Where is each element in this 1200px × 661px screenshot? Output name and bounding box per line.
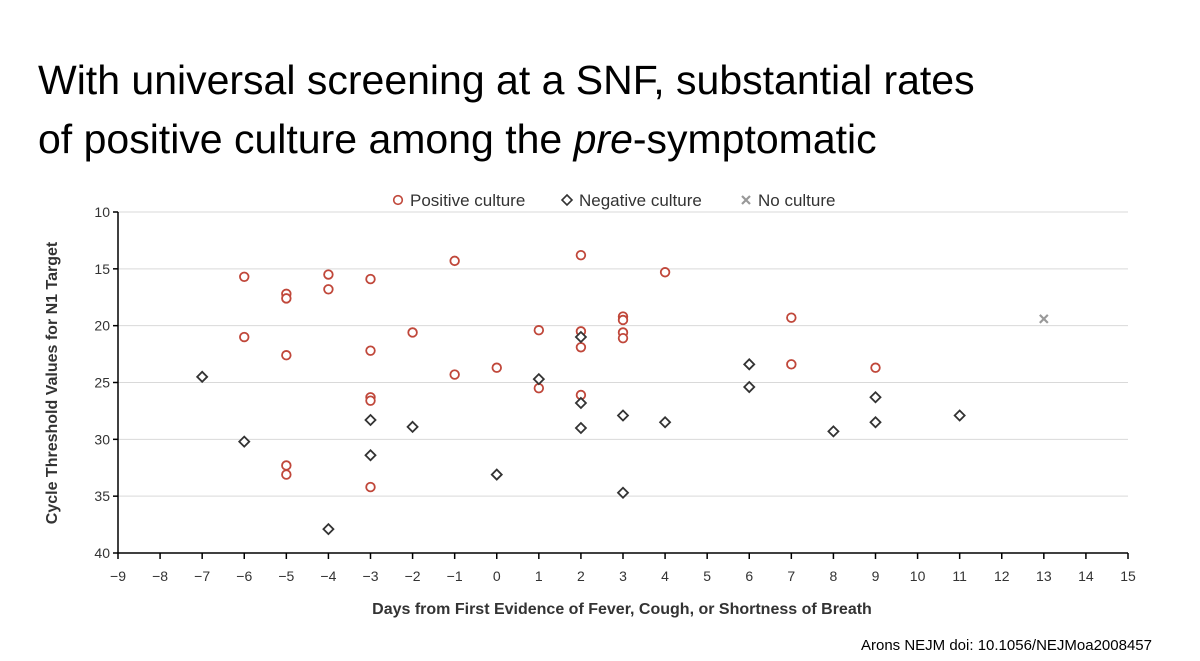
point <box>239 271 250 282</box>
point <box>870 362 881 373</box>
x-tick-label: 4 <box>661 568 669 584</box>
x-tick-label: −3 <box>363 568 379 584</box>
point <box>575 342 587 353</box>
x-tick-label: −4 <box>320 568 336 584</box>
y-tick-label: 15 <box>94 261 110 277</box>
title-part: -symptomatic <box>633 116 877 162</box>
point <box>490 468 504 481</box>
point <box>281 293 292 304</box>
point <box>407 327 418 338</box>
point <box>323 284 334 295</box>
x-tick-label: −6 <box>236 568 252 584</box>
point <box>323 269 334 280</box>
point <box>616 409 630 422</box>
point <box>617 314 629 326</box>
point <box>281 469 292 480</box>
point <box>742 358 756 371</box>
legend-label: Positive culture <box>410 191 525 210</box>
x-tick-label: 3 <box>619 568 627 584</box>
point <box>491 362 502 373</box>
x-tick-label: 5 <box>703 568 711 584</box>
point <box>195 370 209 384</box>
point <box>617 332 629 344</box>
point <box>575 249 587 261</box>
legend-marker <box>392 194 404 206</box>
point <box>364 448 377 462</box>
y-tick-label: 10 <box>94 204 110 220</box>
point <box>659 267 671 278</box>
point <box>365 273 376 285</box>
x-tick-label: 6 <box>745 568 753 584</box>
x-tick-label: 10 <box>910 568 926 584</box>
x-tick-label: 14 <box>1078 568 1094 584</box>
point <box>869 391 882 404</box>
point <box>322 522 335 536</box>
x-tick-label: 2 <box>577 568 585 584</box>
y-axis-title: Cycle Threshold Values for N1 Target <box>44 241 61 524</box>
point <box>365 345 376 356</box>
point <box>658 416 672 429</box>
x-tick-label: 15 <box>1120 568 1136 584</box>
y-tick-label: 40 <box>94 545 110 561</box>
x-tick-label: 1 <box>535 568 543 584</box>
slide-title-line2: of positive culture among the pre-sympto… <box>38 116 877 162</box>
point <box>449 369 460 380</box>
title-part: pre <box>572 116 633 162</box>
point <box>869 416 882 429</box>
point <box>574 330 588 344</box>
x-tick-label: 9 <box>872 568 880 584</box>
x-tick-label: −1 <box>447 568 463 584</box>
y-tick-label: 25 <box>94 375 110 391</box>
x-tick-label: −8 <box>152 568 168 584</box>
point <box>533 325 545 336</box>
point <box>786 312 797 323</box>
x-tick-label: −7 <box>194 568 210 584</box>
x-tick-label: −5 <box>278 568 294 584</box>
point <box>237 435 251 448</box>
y-tick-label: 20 <box>94 318 110 334</box>
point <box>574 396 588 410</box>
legend-label: Negative culture <box>579 191 702 210</box>
legend-marker <box>560 193 574 207</box>
point <box>365 481 376 493</box>
x-tick-label: 13 <box>1036 568 1052 584</box>
y-tick-label: 35 <box>94 488 110 504</box>
point <box>742 380 756 394</box>
point <box>616 486 630 500</box>
legend-label: No culture <box>758 191 835 210</box>
point <box>364 413 377 427</box>
point <box>786 359 797 370</box>
point <box>365 395 376 406</box>
x-tick-label: −2 <box>405 568 421 584</box>
x-tick-label: 0 <box>493 568 501 584</box>
y-tick-label: 30 <box>94 431 110 447</box>
point <box>574 421 588 435</box>
point <box>953 409 966 422</box>
point <box>827 425 840 438</box>
slide-title-line1: With universal screening at a SNF, subst… <box>38 57 975 103</box>
point <box>449 255 460 267</box>
x-tick-label: 12 <box>994 568 1010 584</box>
source: Arons NEJM doi: 10.1056/NEJMoa2008457 <box>861 637 1152 654</box>
legend-marker <box>741 195 751 205</box>
x-tick-label: 11 <box>952 568 967 584</box>
point <box>532 372 546 386</box>
x-axis-title: Days from First Evidence of Fever, Cough… <box>372 601 872 618</box>
point <box>1039 314 1049 324</box>
point <box>281 460 292 471</box>
point <box>281 350 292 361</box>
point <box>406 420 419 434</box>
point <box>239 331 250 343</box>
x-tick-label: 7 <box>787 568 795 584</box>
x-tick-label: 8 <box>830 568 838 584</box>
x-tick-label: −9 <box>110 568 126 584</box>
title-part: of positive culture among the <box>38 116 562 162</box>
